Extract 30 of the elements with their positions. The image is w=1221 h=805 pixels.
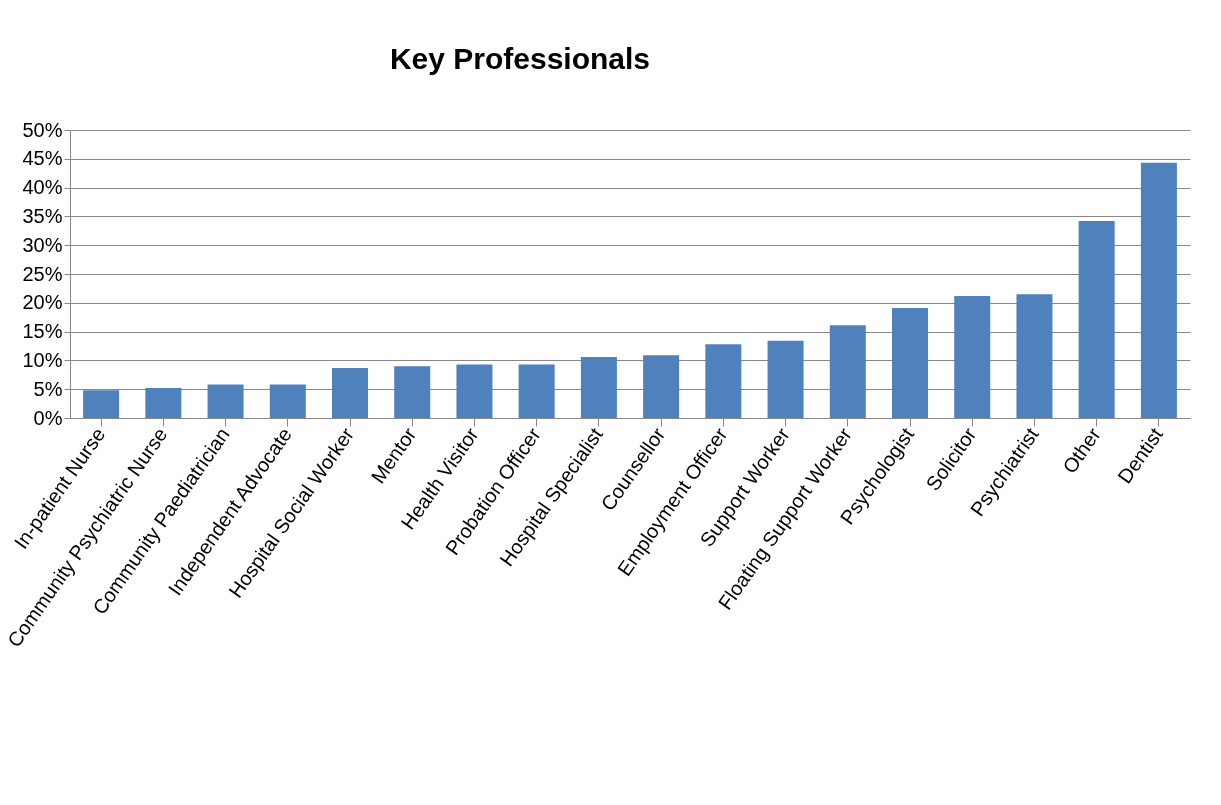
bar [518, 364, 555, 418]
bar [892, 307, 928, 418]
y-tick-label: 20% [22, 291, 63, 314]
bar [705, 344, 742, 418]
bar [1140, 162, 1177, 418]
bar [456, 364, 493, 418]
y-tick-label: 5% [33, 377, 63, 400]
y-tick-label: 30% [22, 233, 63, 256]
y-tick-label: 35% [22, 204, 63, 227]
y-tick-label: 40% [22, 176, 63, 199]
bar [394, 366, 431, 418]
y-tick-label: 45% [22, 147, 63, 170]
bar [643, 355, 680, 418]
chart-title: Key Professionals [389, 42, 651, 75]
bar [829, 325, 866, 418]
bar [332, 367, 368, 418]
bar [1078, 221, 1115, 418]
bar [83, 390, 120, 418]
bar [207, 384, 244, 418]
bar [1016, 294, 1053, 418]
y-tick-label: 0% [33, 406, 63, 429]
y-tick-label: 50% [22, 118, 63, 141]
bar [580, 356, 617, 418]
y-tick-label: 10% [22, 348, 63, 371]
y-tick-label: 15% [22, 320, 63, 343]
bar [954, 295, 991, 418]
y-tick-label: 25% [22, 262, 63, 285]
bar [145, 388, 182, 418]
bar [269, 384, 306, 418]
bar [767, 340, 804, 418]
